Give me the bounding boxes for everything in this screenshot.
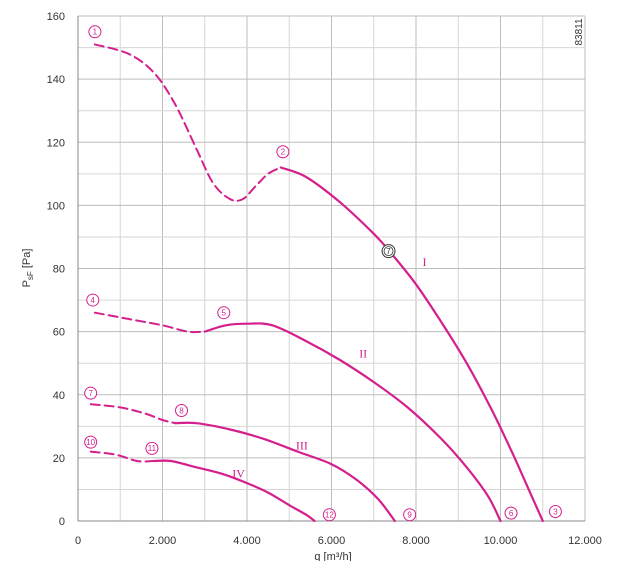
marker-circle bbox=[86, 293, 100, 307]
y-tick-label: 140 bbox=[47, 74, 65, 86]
point-marker: 10 bbox=[84, 435, 98, 449]
point-marker: 12 bbox=[322, 508, 336, 522]
marker-circle bbox=[276, 145, 290, 159]
y-tick-label: 20 bbox=[53, 453, 65, 465]
marker-label: 9 bbox=[407, 510, 412, 519]
y-tick-label: 80 bbox=[53, 264, 65, 276]
curve-label-I: I bbox=[422, 255, 426, 269]
point-marker: 7 bbox=[381, 244, 396, 259]
x-axis-label: q [m³/h] bbox=[314, 551, 351, 561]
marker-circle bbox=[403, 508, 417, 522]
marker-label: 12 bbox=[325, 510, 334, 519]
marker-label: 10 bbox=[86, 438, 95, 447]
point-marker: 11 bbox=[145, 441, 159, 455]
y-axis-label-unit: [Pa] bbox=[21, 249, 33, 269]
y-axis-ticks: 0 20 40 60 80 100 120 140 160 bbox=[47, 11, 65, 528]
x-tick-label: 2.000 bbox=[149, 535, 177, 547]
marker-label: 7 bbox=[88, 389, 93, 398]
x-axis-ticks: 0 2.000 4.000 6.000 8.000 10.000 12.000 bbox=[75, 535, 602, 547]
curve-label-III: III bbox=[296, 438, 308, 452]
curve-label-II: II bbox=[359, 347, 367, 361]
x-tick-label: 12.000 bbox=[568, 535, 602, 547]
y-axis-label-sub: sF bbox=[26, 271, 35, 280]
curve-III-dashed bbox=[89, 403, 177, 425]
point-marker: 3 bbox=[548, 505, 562, 519]
marker-circle bbox=[175, 404, 189, 418]
point-marker: 2 bbox=[276, 145, 290, 159]
marker-label: 5 bbox=[222, 308, 227, 317]
marker-circle bbox=[84, 435, 98, 449]
marker-circle bbox=[217, 306, 231, 320]
curve-IV-solid bbox=[153, 459, 316, 523]
marker-circle bbox=[145, 441, 159, 455]
marker-inner-circle bbox=[383, 246, 394, 257]
curve-III-solid bbox=[174, 421, 396, 523]
point-marker: 9 bbox=[403, 508, 417, 522]
svg-text:PsF[Pa]: PsF [Pa] bbox=[21, 249, 35, 288]
y-tick-label: 100 bbox=[47, 200, 65, 212]
y-tick-label: 60 bbox=[53, 327, 65, 339]
marker-circle bbox=[88, 25, 102, 39]
marker-label: 1 bbox=[93, 28, 98, 37]
marker-label: 6 bbox=[509, 509, 514, 518]
marker-label: 11 bbox=[148, 444, 157, 453]
curve-IV-dashed bbox=[89, 450, 156, 463]
point-marker: 1 bbox=[88, 25, 102, 39]
x-tick-label: 10.000 bbox=[484, 535, 518, 547]
marker-circle bbox=[322, 508, 336, 522]
x-tick-label: 4.000 bbox=[233, 535, 261, 547]
marker-circle bbox=[504, 506, 518, 520]
curve-I-dashed bbox=[93, 43, 282, 202]
y-axis-label-main: P bbox=[21, 280, 33, 287]
curve-II-solid bbox=[203, 322, 502, 523]
curve-II-dashed bbox=[93, 311, 206, 334]
point-marker: 6 bbox=[504, 506, 518, 520]
x-tick-label: 6.000 bbox=[318, 535, 346, 547]
point-marker: 7 bbox=[84, 386, 98, 400]
curves bbox=[89, 43, 544, 523]
curve-I-solid bbox=[279, 166, 544, 523]
curve-label-IV: IV bbox=[232, 467, 245, 481]
marker-label: 3 bbox=[553, 507, 558, 516]
x-tick-label: 0 bbox=[75, 535, 81, 547]
marker-circle bbox=[548, 505, 562, 519]
marker-circle bbox=[84, 386, 98, 400]
point-marker: 5 bbox=[217, 306, 231, 320]
marker-label: 4 bbox=[91, 296, 96, 305]
marker-label: 7 bbox=[386, 247, 391, 256]
marker-label: 2 bbox=[281, 148, 286, 157]
y-tick-label: 160 bbox=[47, 11, 65, 23]
x-tick-label: 8.000 bbox=[402, 535, 430, 547]
point-marker: 4 bbox=[86, 293, 100, 307]
marker-label: 8 bbox=[179, 406, 184, 415]
figure-code: 83811 bbox=[574, 18, 585, 46]
point-marker: 8 bbox=[175, 404, 189, 418]
y-tick-label: 40 bbox=[53, 390, 65, 402]
y-tick-label: 0 bbox=[59, 516, 65, 528]
y-axis-label: PsF [Pa] bbox=[21, 249, 35, 288]
y-tick-label: 120 bbox=[47, 137, 65, 149]
